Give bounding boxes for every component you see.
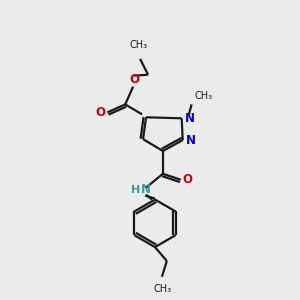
Text: CH₃: CH₃	[195, 92, 213, 101]
Text: N: N	[185, 112, 195, 125]
Text: H: H	[131, 184, 140, 195]
Text: O: O	[129, 73, 139, 86]
Text: CH₃: CH₃	[154, 284, 172, 294]
Text: O: O	[183, 173, 193, 186]
Text: N: N	[186, 134, 196, 147]
Text: CH₃: CH₃	[129, 40, 147, 50]
Text: N: N	[141, 183, 151, 196]
Text: O: O	[95, 106, 106, 119]
